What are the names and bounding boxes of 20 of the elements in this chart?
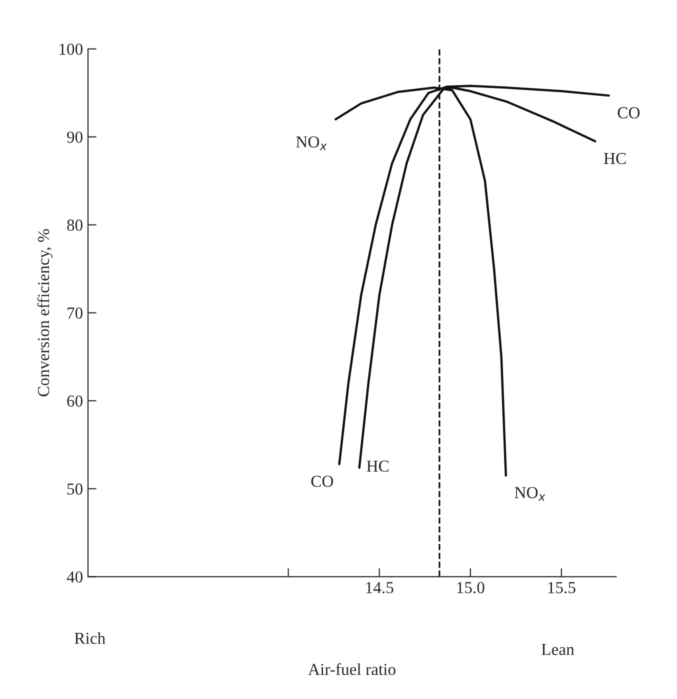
- series-label: CO: [311, 476, 334, 487]
- y-tick-label: 80: [67, 220, 83, 231]
- text: Lean: [542, 644, 574, 656]
- text: NO$_{x}$: [296, 136, 327, 150]
- y-tick-label: 90: [67, 132, 83, 143]
- series-label: NO$_{x}$: [514, 487, 546, 501]
- text: Rich: [74, 632, 106, 644]
- y-axis-title: Conversion efficiency, %: [37, 229, 53, 396]
- y-tick-label: 70: [68, 308, 83, 319]
- y-tick-label: 100: [60, 44, 83, 55]
- x-tick-label: 14.5: [366, 582, 394, 594]
- x-tick-label: 15.0: [457, 582, 484, 594]
- x-axis-title: Air-fuel ratio: [308, 663, 396, 676]
- x-tick-label: 15.5: [548, 582, 576, 594]
- series-label: HC: [366, 460, 388, 472]
- text: HC: [604, 152, 626, 164]
- y-tick-label: 60: [67, 395, 83, 407]
- y-tick-label: 40: [66, 571, 83, 583]
- y-tick-label: 50: [67, 483, 83, 495]
- text: CO: [618, 107, 640, 118]
